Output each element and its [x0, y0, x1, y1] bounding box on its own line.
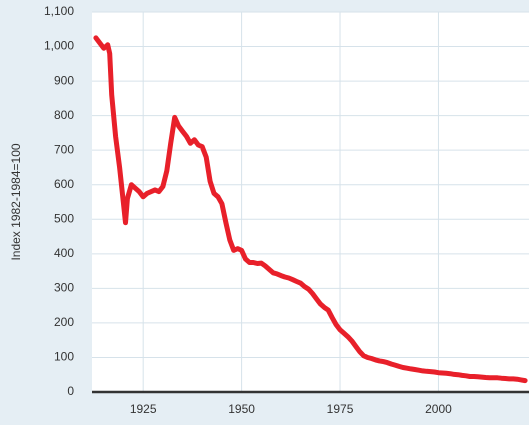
y-axis-ticks: 0 100 200 300 400 500 600 700 800 900 1,000 1,100	[44, 4, 74, 398]
y-tick-label: 500	[54, 211, 74, 225]
y-tick-label: 900	[54, 73, 74, 87]
y-tick-label: 0	[67, 384, 74, 398]
y-tick-label: 1,000	[44, 39, 74, 53]
x-tick-label: 2000	[425, 402, 452, 416]
plot-area	[92, 12, 529, 392]
y-tick-label: 400	[54, 246, 74, 260]
y-tick-label: 100	[54, 350, 74, 364]
y-axis-title: Index 1982-1984=100	[9, 143, 23, 260]
series-layer	[93, 35, 528, 384]
x-axis-ticks: 1925 1950 1975 2000	[130, 402, 452, 416]
x-tick-label: 1925	[130, 402, 157, 416]
y-tick-label: 800	[54, 108, 74, 122]
x-tick-label: 1950	[228, 402, 255, 416]
y-tick-label: 300	[54, 281, 74, 295]
y-tick-label: 1,100	[44, 4, 74, 18]
x-tick-label: 1975	[327, 402, 354, 416]
y-tick-label: 200	[54, 315, 74, 329]
series-line	[93, 35, 528, 384]
y-tick-label: 600	[54, 177, 74, 191]
y-tick-label: 700	[54, 142, 74, 156]
